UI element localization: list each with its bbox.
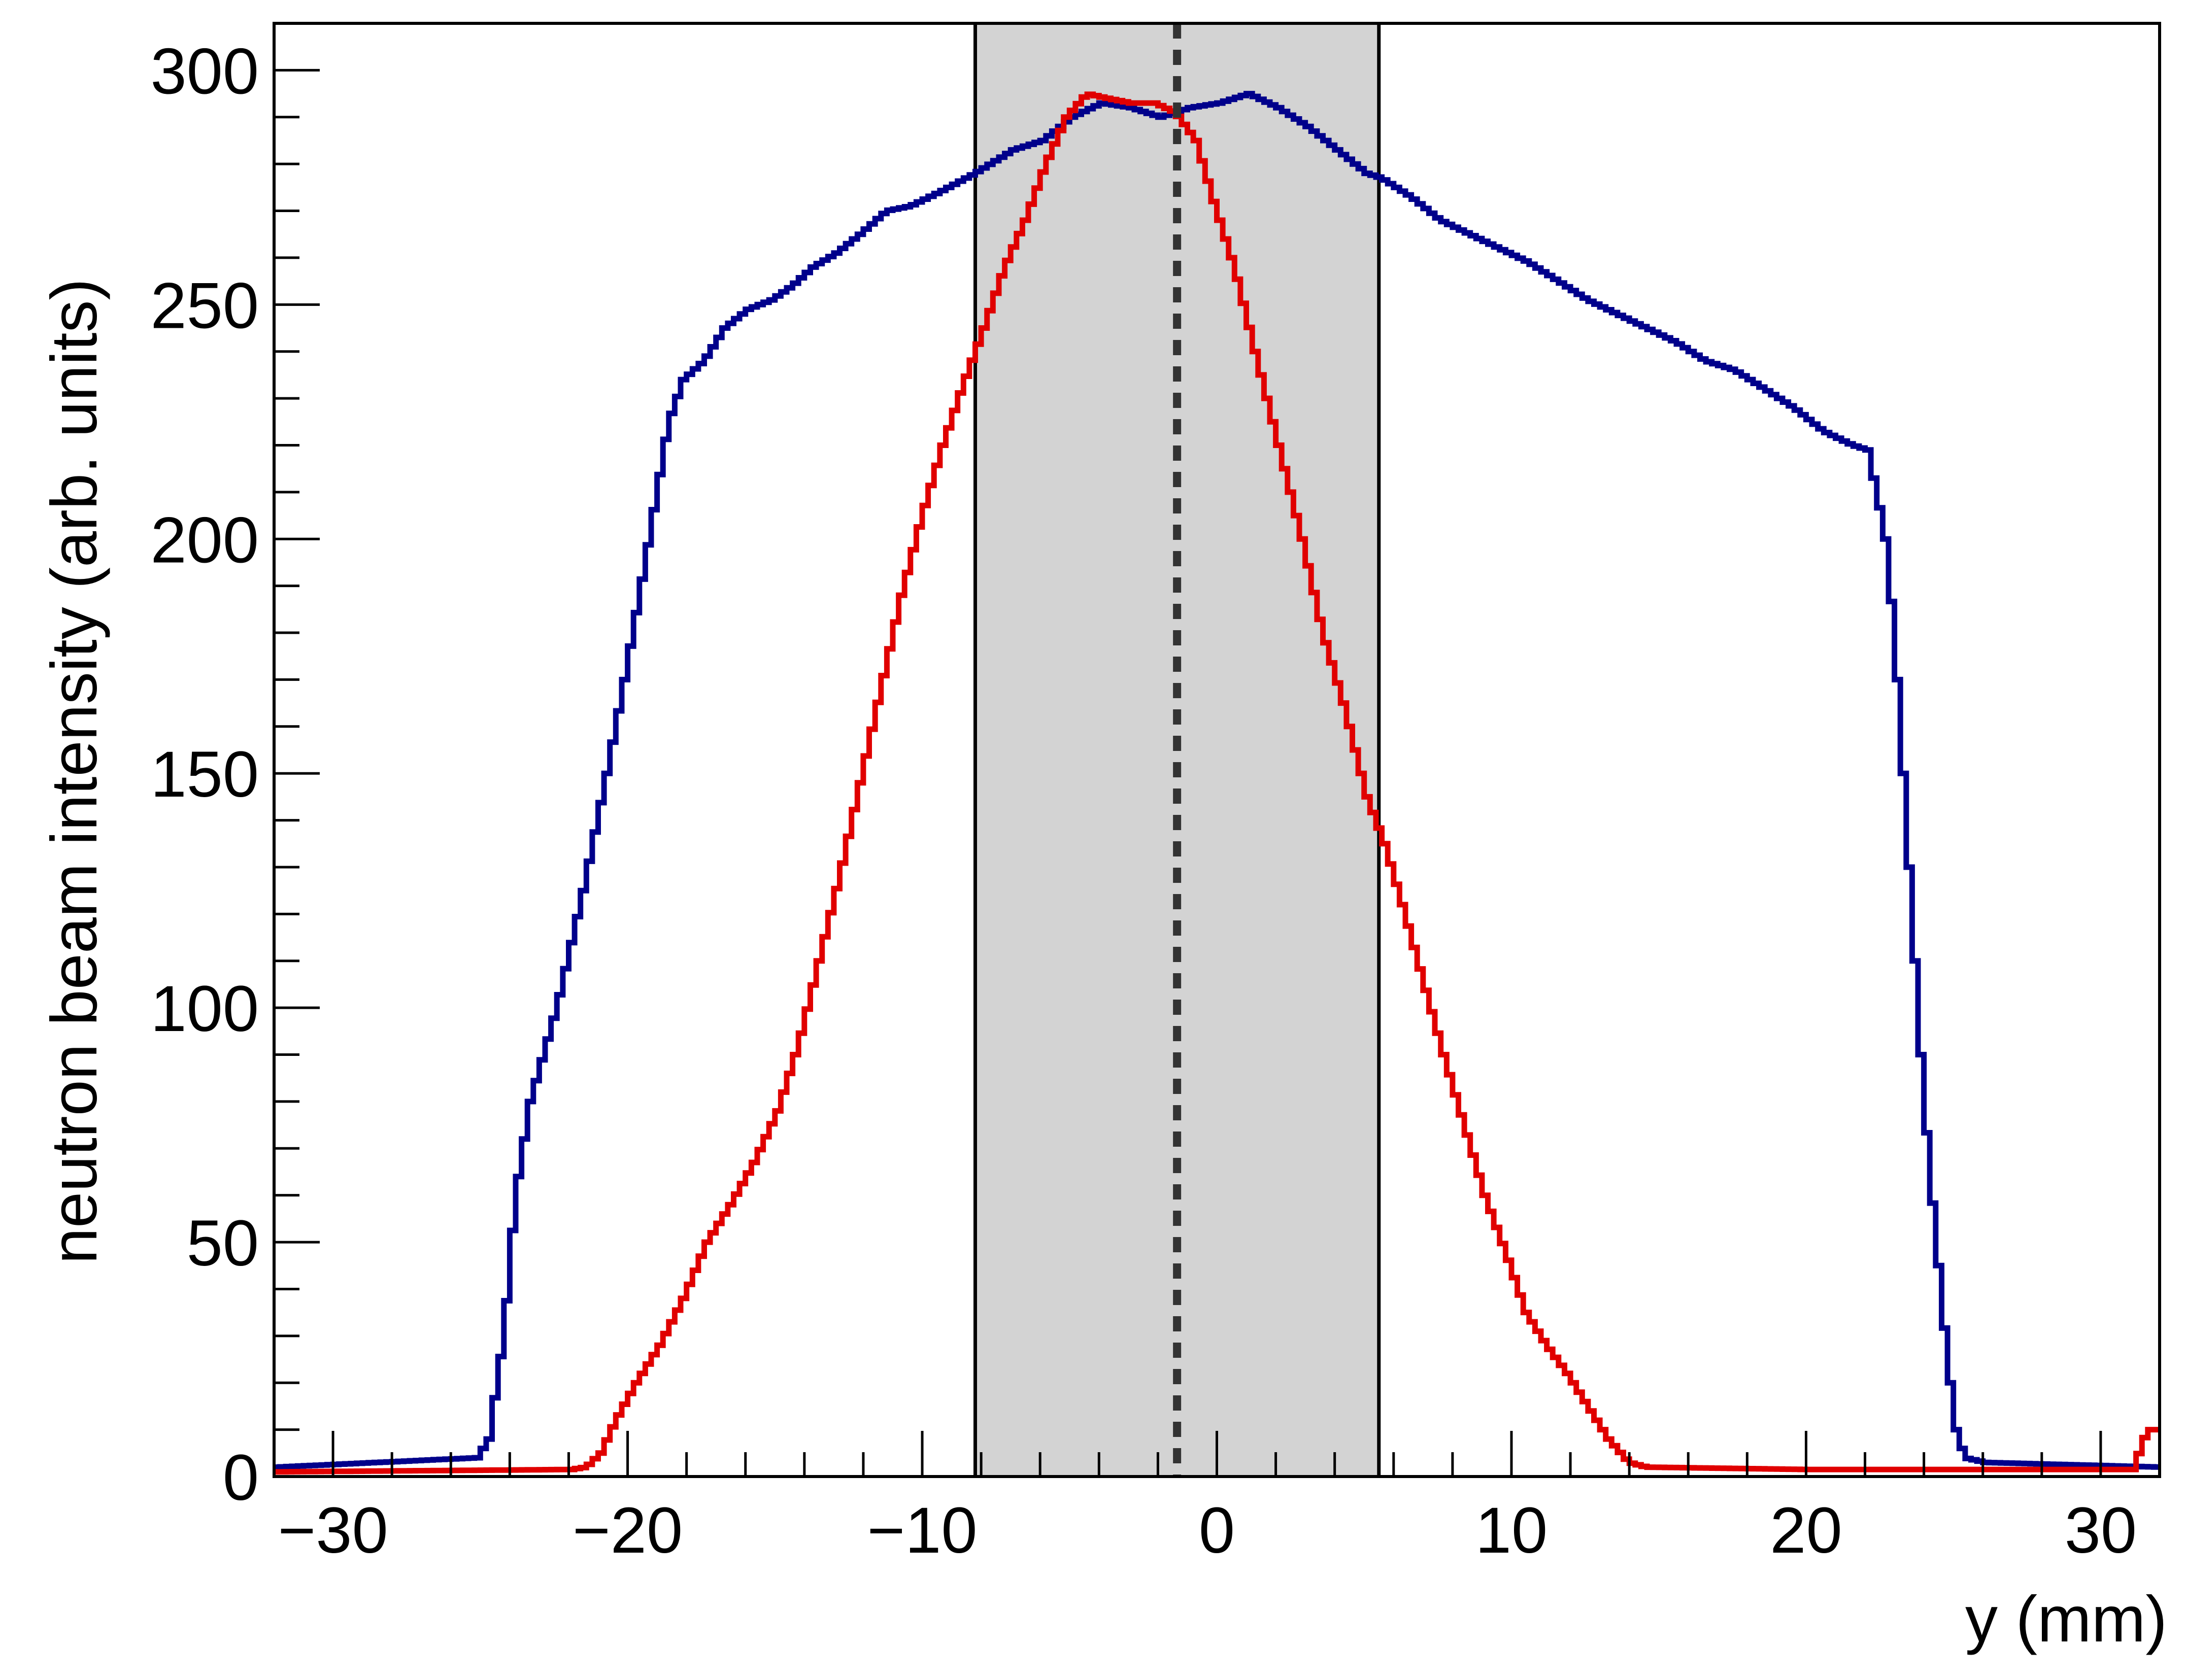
y-axis-title: neutron beam intensity (arb. units) — [38, 279, 111, 1264]
y-tick-label: 250 — [150, 269, 259, 342]
y-tick-label: 150 — [150, 738, 259, 811]
x-tick-label: 10 — [1475, 1494, 1548, 1567]
x-tick-label: 0 — [1199, 1494, 1235, 1567]
plot-area — [274, 23, 2160, 1477]
y-tick-label: 200 — [150, 504, 259, 576]
y-tick-label: 50 — [187, 1207, 259, 1280]
y-tick-label: 300 — [150, 35, 259, 108]
y-tick-label: 100 — [150, 973, 259, 1045]
x-tick-label: 20 — [1770, 1494, 1842, 1567]
x-tick-label: −10 — [867, 1494, 977, 1567]
x-axis-title: y (mm) — [1965, 1583, 2167, 1656]
x-tick-label: −20 — [573, 1494, 683, 1567]
x-tick-label: −30 — [278, 1494, 388, 1567]
series-line-0 — [274, 91, 2160, 1470]
x-tick-label: 30 — [2065, 1494, 2137, 1567]
y-tick-label: 0 — [223, 1442, 259, 1514]
